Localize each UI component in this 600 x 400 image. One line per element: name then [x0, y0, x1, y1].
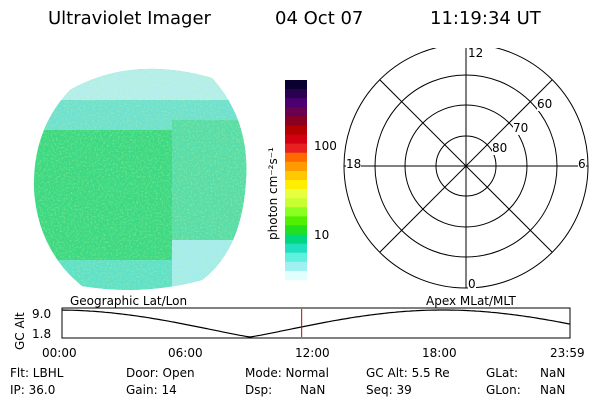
- mlat-label-70: 70: [513, 121, 529, 135]
- mlt-label-6: 6: [578, 157, 586, 171]
- colorbar-band: [285, 207, 307, 217]
- colorbar-band: [285, 80, 307, 90]
- glon-value: NaN: [540, 383, 566, 397]
- altitude-timeline: [61, 307, 571, 339]
- colorbar-band: [285, 234, 307, 245]
- timeline-frame: [61, 307, 571, 339]
- colorbar-band: [285, 216, 307, 227]
- mlt-label-0: 0: [468, 277, 476, 291]
- colorbar-band: [285, 261, 307, 272]
- timeline-title-right: Apex MLat/MLT: [426, 294, 516, 308]
- instrument-title: Ultraviolet Imager: [48, 8, 211, 29]
- dsp-label: Dsp:: [245, 383, 273, 397]
- colorbar-band: [285, 89, 307, 99]
- colorbar-band: [285, 161, 307, 172]
- polar-diagonal-2: [379, 79, 553, 253]
- colorbar-band: [285, 152, 307, 163]
- colorbar-band: [285, 170, 307, 181]
- timeline-tick-2359: 23:59: [550, 346, 585, 360]
- timeline-tick-1200: 12:00: [295, 346, 330, 360]
- colorbar-band: [285, 243, 307, 254]
- glat-value: NaN: [540, 366, 566, 380]
- mlt-label-18: 18: [346, 157, 362, 171]
- timeline-ymin: 1.8: [32, 327, 52, 341]
- auroral-image: [33, 68, 247, 290]
- gc-alt-status: GC Alt: 5.5 Re: [366, 366, 450, 380]
- colorbar-band: [285, 134, 307, 145]
- colorbar-band: [285, 125, 307, 136]
- colorbar-band: [285, 107, 307, 117]
- colorbar-unit-label: photon cm⁻²s⁻¹: [266, 147, 280, 240]
- colorbar-tick-10: 10: [314, 228, 330, 242]
- colorbar: [285, 80, 307, 281]
- time-label: 11:19:34 UT: [430, 8, 541, 29]
- ip-status: IP: 36.0: [10, 383, 56, 397]
- colorbar-band: [285, 198, 307, 208]
- glat-label: GLat:: [486, 366, 519, 380]
- colorbar-band: [285, 180, 307, 190]
- gain-status: Gain: 14: [126, 383, 177, 397]
- colorbar-band: [285, 98, 307, 108]
- mlat-label-80: 80: [492, 141, 508, 155]
- timeline-title-left: Geographic Lat/Lon: [70, 294, 188, 308]
- timeline-tick-1800: 18:00: [422, 346, 457, 360]
- colorbar-tick-100: 100: [314, 139, 337, 153]
- timeline-tick-0000: 00:00: [42, 346, 77, 360]
- mlat-label-60: 60: [537, 97, 553, 111]
- date-label: 04 Oct 07: [275, 8, 364, 29]
- glon-label: GLon:: [486, 383, 521, 397]
- seq-status: Seq: 39: [366, 383, 412, 397]
- timeline-ylabel: GC Alt: [13, 312, 27, 350]
- polar-grid: [343, 48, 589, 289]
- colorbar-gradient: [285, 80, 307, 281]
- dsp-value: NaN: [300, 383, 326, 397]
- timeline-tick-0600: 06:00: [168, 346, 203, 360]
- colorbar-band: [285, 252, 307, 263]
- timeline-ymax: 9.0: [32, 307, 52, 321]
- mode-status: Mode: Normal: [245, 366, 329, 380]
- colorbar-band: [285, 116, 307, 127]
- altitude-curve: [61, 309, 571, 338]
- colorbar-band: [285, 189, 307, 199]
- colorbar-band: [285, 225, 307, 236]
- filter-status: Flt: LBHL: [10, 366, 64, 380]
- mlt-label-12: 12: [468, 46, 484, 60]
- door-status: Door: Open: [126, 366, 195, 380]
- colorbar-band: [285, 270, 307, 281]
- colorbar-band: [285, 143, 307, 154]
